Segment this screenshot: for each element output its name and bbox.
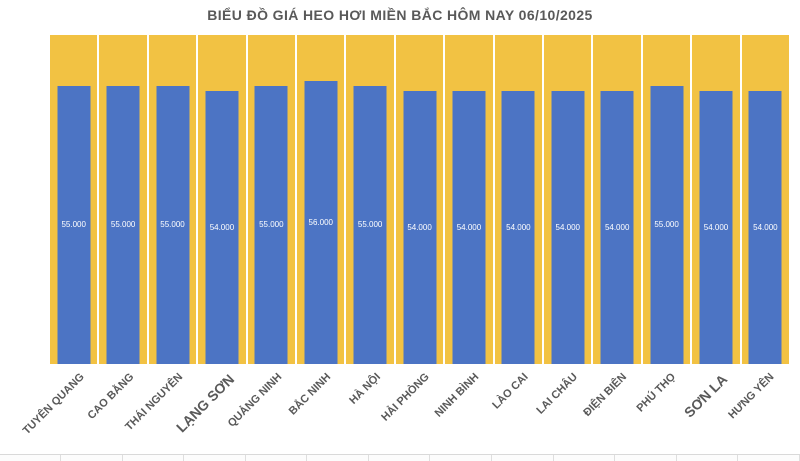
bar-value-label: 54.000 (555, 222, 580, 232)
category-column: 54.000 (443, 35, 492, 364)
plot-area: 55.000 55.000 55.000 54.000 55.000 56.000 55.0… (50, 35, 789, 364)
bar-value-label: 55.000 (160, 220, 185, 230)
bar: 54.000 (600, 90, 634, 364)
table-row (0, 454, 800, 461)
bar-value-label: 54.000 (506, 222, 531, 232)
category-column: 55.000 (245, 35, 295, 364)
category-column: 54.000 (492, 35, 542, 364)
table-cell (615, 455, 677, 461)
bar-value-label: 55.000 (357, 220, 383, 230)
bar-value-label: 54.000 (703, 222, 729, 232)
category-column: 55.000 (344, 35, 393, 364)
table-cell (61, 455, 123, 461)
bar: 54.000 (551, 90, 585, 364)
axis-category-label: TUYÊN QUANG (21, 371, 88, 437)
table-cell (0, 455, 61, 461)
bar-value-label: 54.000 (456, 222, 482, 232)
bar-value-label: 54.000 (753, 222, 778, 232)
category-column: 54.000 (690, 35, 739, 364)
axis-category-label: HÀ NỘI (347, 371, 383, 407)
bar-value-label: 55.000 (259, 220, 284, 230)
axis-category-label: LÀO CAI (490, 371, 531, 412)
bar-value-label: 54.000 (407, 222, 432, 232)
bar: 54.000 (403, 90, 437, 364)
axis-category-label: BẮC NINH (286, 371, 334, 418)
table-cell (184, 455, 246, 461)
table-cell (246, 455, 308, 461)
category-column: 54.000 (196, 35, 245, 364)
bar: 55.000 (156, 85, 190, 364)
bar: 56.000 (304, 80, 338, 364)
category-column: 54.000 (542, 35, 591, 364)
table-cell (738, 455, 800, 461)
axis-category-label: SƠN LA (680, 371, 731, 421)
table-cell (677, 455, 739, 461)
axis-category-label: HẢI PHÒNG (379, 371, 432, 424)
bar: 54.000 (699, 90, 733, 364)
bar-value-label: 56.000 (308, 217, 333, 227)
bar: 55.000 (57, 85, 91, 364)
bar-value-label: 55.000 (654, 220, 679, 230)
table-cell (307, 455, 369, 461)
bar: 55.000 (254, 85, 288, 364)
bar: 55.000 (353, 85, 387, 364)
category-column: 54.000 (739, 35, 789, 364)
bar: 55.000 (650, 85, 684, 364)
table-cell (554, 455, 616, 461)
category-column: 54.000 (591, 35, 640, 364)
bar: 54.000 (501, 90, 535, 364)
axis-category-label: ĐIỆN BIÊN (581, 371, 630, 419)
axis-category-label: LAI CHÂU (534, 371, 580, 417)
category-column: 55.000 (640, 35, 690, 364)
table-cell (369, 455, 431, 461)
axis-category-label: PHÚ THỌ (634, 371, 679, 415)
bar-value-label: 55.000 (61, 220, 86, 230)
table-cell (123, 455, 185, 461)
bar-value-label: 54.000 (604, 222, 630, 232)
bar: 54.000 (748, 90, 782, 364)
category-column: 54.000 (393, 35, 443, 364)
bar-value-label: 54.000 (209, 222, 235, 232)
table-cell (430, 455, 493, 461)
bar: 54.000 (205, 90, 239, 364)
chart-title: BIỂU ĐỒ GIÁ HEO HƠI MIỀN BẮC HÔM NAY 06/… (207, 7, 593, 23)
bar-value-label: 55.000 (110, 220, 136, 230)
axis-category-label: NINH BÌNH (432, 371, 482, 420)
table-cell (492, 455, 554, 461)
category-column: 55.000 (146, 35, 196, 364)
bar: 54.000 (452, 90, 486, 364)
category-column: 56.000 (295, 35, 344, 364)
bar: 55.000 (106, 85, 140, 364)
category-column: 55.000 (97, 35, 146, 364)
axis-category-label: HƯNG YÊN (726, 371, 777, 422)
axis-category-label: CAO BẰNG (85, 371, 137, 422)
category-column: 55.000 (50, 35, 97, 364)
